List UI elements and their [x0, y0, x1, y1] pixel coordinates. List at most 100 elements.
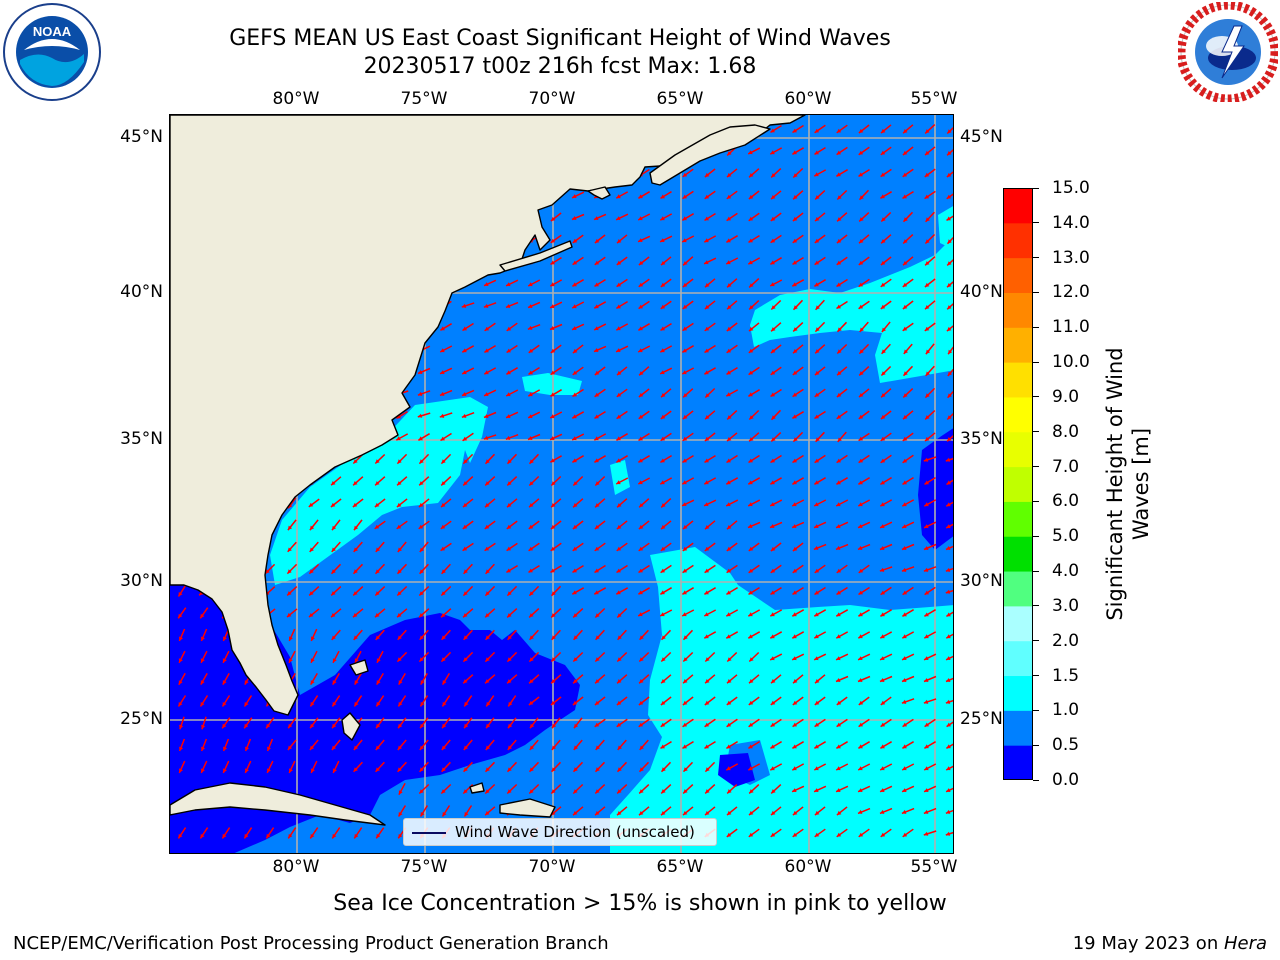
- wave-direction-arrowhead: [638, 414, 644, 419]
- wave-direction-arrowhead: [638, 326, 643, 331]
- wave-direction-arrowhead: [792, 722, 798, 727]
- wave-direction-arrowhead: [419, 635, 424, 640]
- wave-direction-arrowhead: [792, 634, 797, 639]
- wave-direction-arrowhead: [748, 612, 753, 617]
- wave-direction-arrowhead: [442, 701, 447, 707]
- wave-direction-arrowhead: [660, 238, 665, 242]
- wave-direction-arrowhead: [770, 524, 775, 528]
- svg-text:NOAA: NOAA: [33, 24, 72, 39]
- wave-direction-arrowhead: [397, 613, 402, 618]
- wave-direction-arrowhead: [771, 305, 776, 310]
- wave-direction-arrowhead: [924, 656, 929, 660]
- wave-direction-arrowhead: [814, 282, 819, 287]
- wave-direction-arrowhead: [550, 568, 555, 573]
- wave-direction-arrowhead: [705, 393, 710, 398]
- wave-direction-arrowhead: [880, 656, 885, 660]
- wave-direction-arrowhead: [660, 216, 665, 221]
- wave-direction-arrowhead: [902, 502, 907, 507]
- wave-direction-arrowhead: [661, 811, 666, 816]
- wave-direction-arrowhead: [353, 459, 358, 464]
- wave-direction-arrowhead: [682, 216, 687, 221]
- wave-direction-arrowhead: [419, 569, 424, 574]
- lat-label-right: 45°N: [960, 127, 1003, 147]
- lon-label-top: 75°W: [400, 89, 448, 109]
- wave-direction-arrowhead: [770, 656, 775, 661]
- wave-direction-arrowhead: [727, 810, 732, 816]
- wave-direction-arrowhead: [507, 459, 512, 464]
- wave-direction-arrowhead: [948, 349, 953, 355]
- lon-label-top: 65°W: [656, 89, 704, 109]
- wave-direction-arrowhead: [925, 415, 930, 420]
- hispaniola: [499, 798, 556, 818]
- colorbar-tick: [1033, 605, 1039, 607]
- wave-direction-arrowhead: [705, 767, 710, 772]
- lat-label-right: 30°N: [960, 571, 1003, 591]
- wave-direction-arrowhead: [704, 612, 709, 617]
- wave-direction-arrowhead: [925, 150, 930, 156]
- wave-direction-arrowhead: [529, 613, 534, 618]
- wave-direction-arrowhead: [639, 679, 644, 684]
- wave-direction-arrowhead: [946, 216, 951, 221]
- wave-direction-arrowhead: [858, 480, 863, 485]
- wave-direction-arrowhead: [858, 678, 863, 682]
- wave-direction-arrowhead: [179, 746, 184, 751]
- colorbar-tick: [1033, 396, 1039, 398]
- wave-direction-arrowhead: [836, 656, 841, 661]
- wave-direction-arrowhead: [837, 195, 842, 200]
- wave-direction-arrowhead: [595, 811, 600, 816]
- wave-direction-arrowhead: [880, 722, 886, 727]
- wave-direction-arrowhead: [442, 812, 447, 817]
- wave-direction-arrowhead: [178, 592, 183, 597]
- wave-direction-arrowhead: [881, 217, 886, 222]
- wave-direction-arrowhead: [353, 481, 358, 486]
- wave-direction-arrowhead: [441, 459, 446, 464]
- wave-direction-arrowhead: [507, 481, 512, 486]
- wave-direction-arrowhead: [793, 349, 798, 354]
- wave-direction-arrowhead: [462, 546, 468, 551]
- wave-direction-arrowhead: [200, 658, 205, 663]
- wave-direction-arrowhead: [420, 723, 425, 729]
- wave-direction-arrowhead: [902, 612, 907, 617]
- wave-direction-arrowhead: [638, 546, 644, 551]
- wave-direction-arrowhead: [483, 435, 489, 440]
- wave-direction-arrowhead: [573, 613, 578, 618]
- wave-direction-arrowhead: [726, 502, 731, 507]
- bahamas-abaco: [349, 659, 369, 676]
- wave-direction-arrowhead: [682, 348, 687, 353]
- wave-direction-arrowhead: [770, 612, 775, 617]
- wave-direction-arrowhead: [463, 459, 468, 464]
- wave-direction-arrowhead: [946, 480, 951, 485]
- lat-label-left: 25°N: [120, 709, 163, 729]
- wave-direction-arrowhead: [660, 304, 666, 309]
- wave-direction-arrowhead: [661, 393, 666, 398]
- wave-direction-arrowhead: [616, 546, 622, 551]
- wave-direction-arrowhead: [507, 635, 512, 640]
- wave-direction-arrowhead: [550, 392, 555, 397]
- wave-direction-arrowhead: [792, 766, 797, 771]
- wave-direction-arrowhead: [660, 546, 666, 551]
- wave-direction-arrowhead: [704, 590, 709, 595]
- wave-direction-arrowhead: [814, 568, 820, 573]
- wave-direction-arrowhead: [836, 128, 842, 133]
- wave-direction-arrowhead: [353, 569, 358, 574]
- wave-direction-arrowhead: [682, 172, 688, 177]
- wave-direction-arrowhead: [749, 657, 754, 662]
- wave-direction-arrowhead: [726, 260, 731, 265]
- colorbar-tick-label: 2.0: [1052, 630, 1080, 651]
- wave-direction-arrowhead: [332, 680, 337, 685]
- wave-direction-arrowhead: [792, 128, 797, 133]
- wave-direction-arrowhead: [573, 745, 578, 750]
- wave-direction-arrowhead: [396, 414, 401, 419]
- colorbar-tick-label: 5.0: [1052, 526, 1080, 547]
- wave-direction-arrowhead: [661, 635, 666, 640]
- wave-direction-arrowhead: [858, 150, 864, 155]
- legend-line-swatch: [412, 832, 446, 834]
- wave-direction-arrowhead: [419, 591, 424, 596]
- wave-direction-arrowhead: [484, 546, 490, 551]
- wave-direction-arrowhead: [485, 503, 490, 508]
- wave-direction-arrowhead: [770, 370, 776, 375]
- wave-direction-arrowhead: [287, 569, 292, 574]
- colorbar-tick-label: 13.0: [1052, 247, 1090, 268]
- date-text: 19 May 2023 on: [1072, 933, 1224, 954]
- wave-direction-arrowhead: [595, 745, 600, 750]
